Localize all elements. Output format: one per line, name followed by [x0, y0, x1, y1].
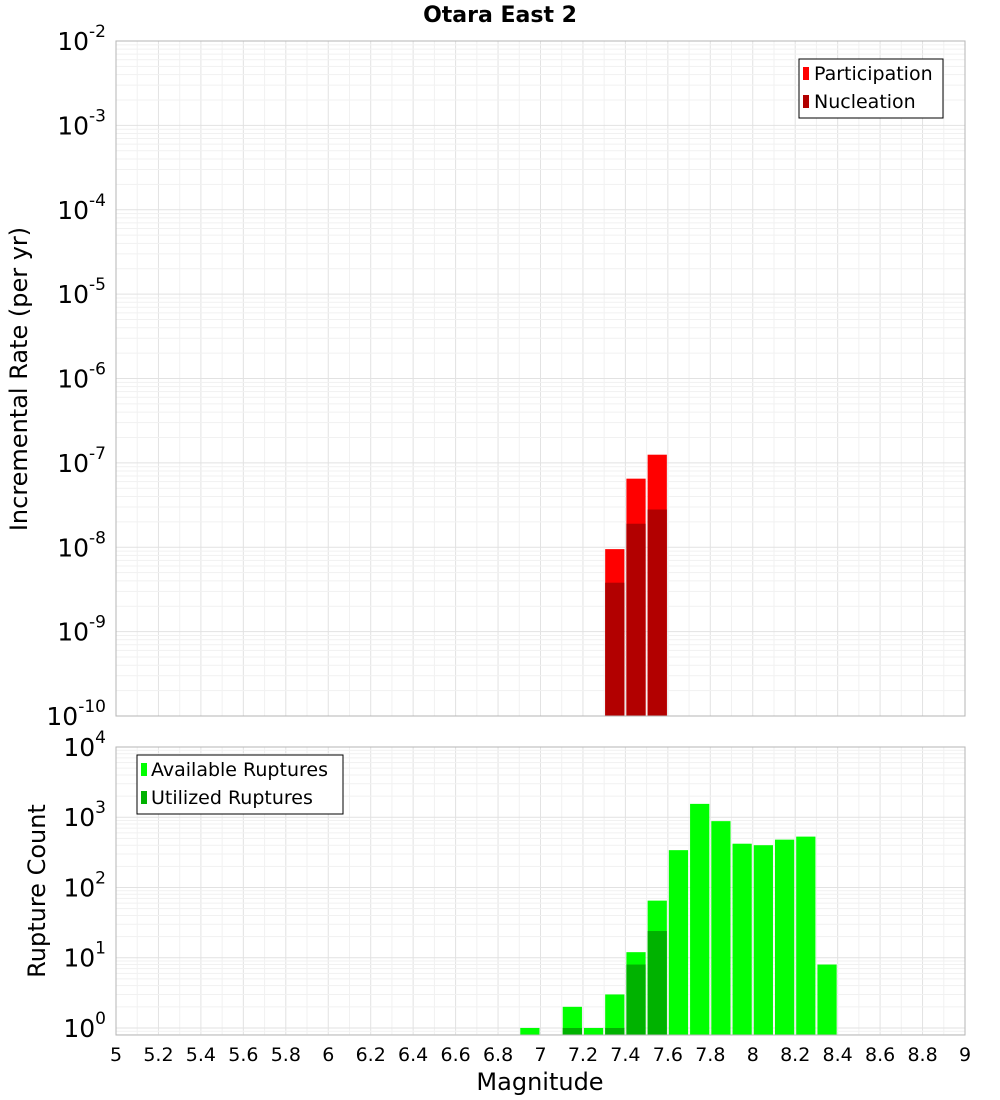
count-y-ticks: 104 103 102 101 100: [63, 728, 106, 1043]
rate-y-tick-label: 10-4: [57, 191, 106, 225]
rate-grid: [115, 40, 966, 717]
available-ruptures-bar: [690, 803, 710, 1035]
count-y-tick-label: 100: [63, 1009, 106, 1043]
rate-y-tick-label: 10-2: [57, 22, 106, 56]
utilized-ruptures-bar: [626, 964, 646, 1035]
magnitude-x-tick-label: 5.6: [228, 1044, 258, 1066]
count-legend: Available Ruptures Utilized Ruptures: [136, 754, 344, 815]
magnitude-x-tick-label: 6.6: [440, 1044, 470, 1066]
nucleation-legend-label: Nucleation: [814, 91, 916, 113]
count-panel: 104 103 102 101 100 5 5.2 5.4 5.6 5.8 6 6.2 6.4 6.6 6…: [23, 728, 971, 1096]
magnitude-x-tick-label: 5.2: [143, 1044, 173, 1066]
rate-legend: Participation Nucleation: [798, 58, 944, 119]
available-ruptures-bar: [732, 843, 752, 1035]
available-ruptures-bar: [711, 821, 731, 1035]
magnitude-x-tick-label: 8.4: [823, 1044, 853, 1066]
magnitude-x-tick-label: 7.8: [695, 1044, 725, 1066]
magnitude-x-tick-label: 5.4: [186, 1044, 216, 1066]
count-y-axis-label: Rupture Count: [23, 804, 51, 978]
available-legend-label: Available Ruptures: [151, 759, 328, 781]
rate-y-tick-label: 10-5: [57, 275, 106, 309]
nucleation-bar: [647, 509, 667, 716]
nucleation-bar: [626, 523, 646, 716]
rate-y-tick-label: 10-3: [57, 106, 106, 140]
participation-legend-label: Participation: [814, 63, 933, 85]
available-ruptures-bar: [753, 845, 773, 1035]
count-legend-box: [136, 754, 344, 815]
magnitude-x-tick-label: 6.2: [356, 1044, 386, 1066]
available-ruptures-bar: [774, 839, 795, 1035]
magnitude-x-tick-label: 6: [322, 1044, 334, 1066]
rate-y-tick-label: 10-8: [57, 528, 106, 562]
count-y-tick-label: 104: [63, 728, 106, 762]
available-ruptures-bar: [520, 1027, 540, 1035]
nucleation-legend-swatch: [803, 95, 809, 108]
count-y-tick-label: 103: [63, 798, 106, 832]
magnitude-x-tick-label: 7.2: [568, 1044, 598, 1066]
utilized-legend-label: Utilized Ruptures: [151, 787, 313, 809]
available-ruptures-bar: [605, 994, 625, 1035]
magnitude-x-tick-label: 9: [959, 1044, 971, 1066]
rate-y-tick-label: 10-9: [57, 613, 106, 647]
magnitude-x-tick-label: 6.8: [483, 1044, 513, 1066]
available-ruptures-bar: [817, 964, 837, 1035]
utilized-legend-swatch: [141, 791, 147, 804]
available-ruptures-bar: [562, 1006, 582, 1035]
magnitude-x-tick-label: 8: [747, 1044, 759, 1066]
magnitude-x-ticks: 5 5.2 5.4 5.6 5.8 6 6.2 6.4 6.6 6.8 7 7.2 7.4 7.6 7.8 8…: [110, 1044, 971, 1066]
rate-y-ticks: 10-2 10-3 10-4 10-5 10-6 10-7 10-8 10-9 10-10: [46, 22, 106, 731]
rate-legend-box: [798, 58, 944, 119]
utilized-ruptures-bar: [605, 1027, 625, 1035]
rate-panel: 10-2 10-3 10-4 10-5 10-6 10-7 10-8 10-9 10-10 In…: [5, 22, 966, 731]
magnitude-x-tick-label: 8.2: [780, 1044, 810, 1066]
utilized-ruptures-bar: [647, 931, 667, 1035]
magnitude-x-tick-label: 6.4: [398, 1044, 428, 1066]
count-bars: [520, 803, 837, 1035]
rate-y-axis-label: Incremental Rate (per yr): [5, 227, 33, 531]
magnitude-x-axis-label: Magnitude: [476, 1068, 603, 1096]
count-plot-frame: [115, 746, 966, 1036]
magnitude-x-tick-label: 5.8: [271, 1044, 301, 1066]
rate-y-tick-label: 10-6: [57, 360, 106, 394]
magnitude-x-tick-label: 5: [110, 1044, 122, 1066]
available-legend-swatch: [141, 763, 147, 776]
utilized-ruptures-bar: [562, 1027, 582, 1035]
count-y-tick-label: 102: [63, 868, 106, 902]
rate-bars: [605, 454, 667, 716]
magnitude-x-tick-label: 7: [534, 1044, 546, 1066]
available-ruptures-bar: [796, 836, 816, 1035]
available-ruptures-bar: [583, 1027, 604, 1035]
nucleation-bar: [605, 582, 625, 716]
participation-legend-swatch: [803, 67, 809, 80]
available-ruptures-bar: [668, 850, 689, 1035]
magnitude-x-tick-label: 8.6: [865, 1044, 895, 1066]
magnitude-x-tick-label: 7.6: [653, 1044, 683, 1066]
count-y-tick-label: 101: [63, 939, 106, 973]
magnitude-x-tick-label: 8.8: [907, 1044, 937, 1066]
chart-title: Otara East 2: [423, 3, 577, 28]
count-grid: [115, 746, 966, 1036]
rate-y-tick-label: 10-7: [57, 444, 106, 478]
rate-plot-frame: [115, 40, 966, 717]
magnitude-x-tick-label: 7.4: [610, 1044, 640, 1066]
rate-y-tick-label: 10-10: [46, 697, 106, 731]
